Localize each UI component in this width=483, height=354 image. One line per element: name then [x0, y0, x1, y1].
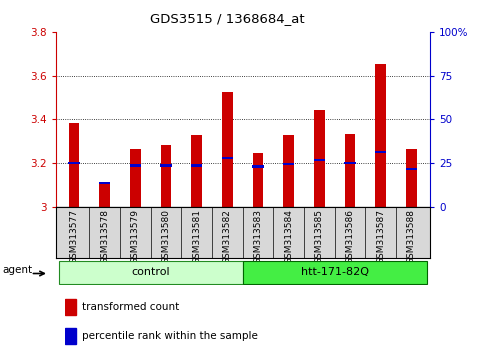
Text: percentile rank within the sample: percentile rank within the sample [82, 331, 257, 341]
Bar [58, 261, 243, 284]
Bar [375, 64, 386, 207]
Bar [406, 168, 417, 170]
Text: GSM313578: GSM313578 [100, 209, 109, 264]
Bar [65, 328, 76, 344]
Text: GSM313582: GSM313582 [223, 209, 232, 263]
Text: GSM313586: GSM313586 [346, 209, 355, 264]
Text: GSM313585: GSM313585 [315, 209, 324, 264]
Bar [253, 153, 263, 207]
Text: GSM313583: GSM313583 [254, 209, 263, 264]
Bar [99, 184, 110, 207]
Bar [243, 261, 427, 284]
Bar [314, 159, 325, 161]
Bar [68, 162, 80, 164]
Text: GSM313588: GSM313588 [407, 209, 416, 264]
Bar [69, 123, 79, 207]
Bar [406, 149, 417, 207]
Bar [253, 165, 264, 168]
Text: GSM313577: GSM313577 [70, 209, 78, 264]
Text: GSM313587: GSM313587 [376, 209, 385, 264]
Bar [344, 162, 356, 164]
Bar [375, 151, 386, 153]
Bar [161, 145, 171, 207]
Text: GSM313581: GSM313581 [192, 209, 201, 264]
Bar [65, 299, 76, 315]
Text: transformed count: transformed count [82, 302, 179, 313]
Bar [222, 157, 233, 159]
Text: GSM313584: GSM313584 [284, 209, 293, 263]
Text: control: control [131, 267, 170, 277]
Text: htt-171-82Q: htt-171-82Q [301, 267, 369, 277]
Text: GSM313580: GSM313580 [161, 209, 170, 264]
Bar [345, 134, 355, 207]
Bar [130, 149, 141, 207]
Bar [222, 92, 233, 207]
Text: GDS3515 / 1368684_at: GDS3515 / 1368684_at [150, 12, 304, 25]
Bar [129, 164, 141, 167]
Bar [99, 182, 110, 184]
Text: agent: agent [3, 265, 33, 275]
Bar [160, 164, 171, 167]
Bar [191, 135, 202, 207]
Bar [284, 135, 294, 207]
Bar [283, 163, 294, 165]
Bar [314, 110, 325, 207]
Bar [191, 164, 202, 167]
Text: GSM313579: GSM313579 [131, 209, 140, 264]
